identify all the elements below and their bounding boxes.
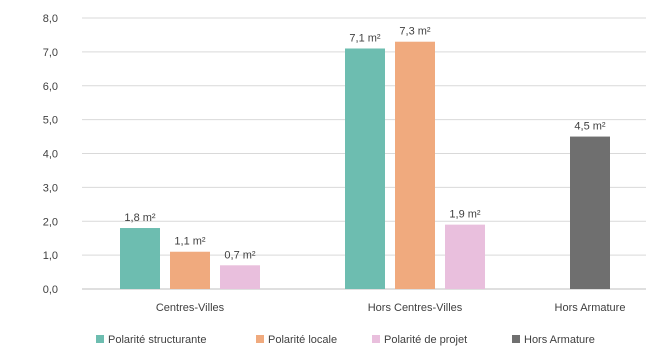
data-label: 1,8 m² — [124, 212, 156, 224]
legend-label: Hors Armature — [524, 334, 595, 346]
y-tick-label: 7,0 — [43, 47, 58, 59]
legend-swatch — [512, 335, 520, 343]
legend-swatch — [96, 335, 104, 343]
bar-0-0 — [120, 228, 160, 289]
legend-swatch — [256, 335, 264, 343]
category-label: Hors Centres-Villes — [368, 302, 463, 314]
data-label: 4,5 m² — [574, 121, 606, 133]
data-label: 7,1 m² — [349, 32, 381, 44]
legend-label: Polarité locale — [268, 334, 337, 346]
legend-label: Polarité de projet — [384, 334, 467, 346]
data-label: 1,1 m² — [174, 236, 206, 248]
legend-label: Polarité structurante — [108, 334, 206, 346]
y-tick-label: 0,0 — [43, 284, 58, 296]
category-label: Hors Armature — [555, 302, 626, 314]
bars — [120, 41, 610, 290]
data-label: 1,9 m² — [449, 209, 481, 221]
y-axis-ticks: 0,0 1,0 2,0 3,0 4,0 5,0 6,0 7,0 8,0 — [43, 13, 58, 296]
bar-0-2 — [220, 265, 260, 289]
data-label: 0,7 m² — [224, 249, 256, 261]
category-label: Centres-Villes — [156, 302, 225, 314]
y-tick-label: 6,0 — [43, 81, 58, 93]
y-tick-label: 1,0 — [43, 250, 58, 262]
y-tick-label: 3,0 — [43, 182, 58, 194]
y-tick-label: 5,0 — [43, 115, 58, 127]
y-tick-label: 8,0 — [43, 13, 58, 25]
bar-0-1 — [170, 251, 210, 289]
legend-swatch — [372, 335, 380, 343]
data-labels: 1,8 m² 1,1 m² 0,7 m² 7,1 m² 7,3 m² 1,9 m² 4,5 … — [124, 26, 606, 262]
y-tick-label: 2,0 — [43, 216, 58, 228]
bar-1-2 — [445, 224, 485, 289]
x-axis-categories: Centres-Villes Hors Centres-Villes Hors Ar… — [156, 302, 626, 314]
legend: Polarité structurante Polarité locale Pola… — [96, 334, 595, 346]
bar-1-0 — [345, 48, 385, 289]
y-tick-label: 4,0 — [43, 149, 58, 161]
bar-1-1 — [395, 41, 435, 290]
data-label: 7,3 m² — [399, 26, 431, 38]
bar-2-3 — [570, 136, 610, 289]
